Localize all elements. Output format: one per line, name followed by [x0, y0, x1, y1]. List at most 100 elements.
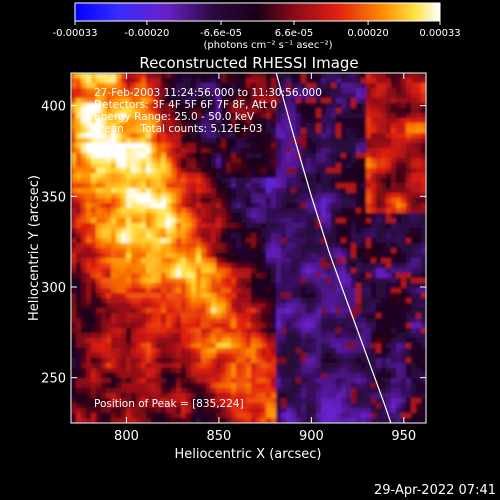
heatmap-cell	[331, 183, 337, 189]
heatmap-cell	[341, 168, 347, 174]
heatmap-cell	[136, 383, 142, 389]
heatmap-cell	[271, 83, 277, 89]
heatmap-cell	[216, 98, 222, 104]
heatmap-cell	[286, 178, 292, 184]
heatmap-cell	[306, 368, 312, 374]
heatmap-cell	[96, 213, 102, 219]
heatmap-cell	[86, 323, 92, 329]
heatmap-cell	[191, 298, 197, 304]
heatmap-cell	[146, 348, 152, 354]
heatmap-cell	[211, 268, 217, 274]
heatmap-cell	[236, 113, 242, 119]
heatmap-cell	[171, 218, 177, 224]
heatmap-cell	[296, 243, 302, 249]
heatmap-cell	[286, 238, 292, 244]
heatmap-cell	[156, 123, 162, 129]
heatmap-cell	[116, 288, 122, 294]
heatmap-cell	[201, 233, 207, 239]
heatmap-cell	[191, 333, 197, 339]
heatmap-cell	[241, 353, 247, 359]
heatmap-cell	[286, 273, 292, 279]
heatmap-cell	[416, 273, 422, 279]
heatmap-cell	[161, 263, 167, 269]
heatmap-cell	[231, 383, 237, 389]
heatmap-cell	[241, 158, 247, 164]
heatmap-cell	[221, 83, 227, 89]
heatmap-cell	[71, 298, 77, 304]
heatmap-cell	[261, 183, 267, 189]
heatmap-cell	[231, 418, 237, 423]
heatmap-cell	[121, 208, 127, 214]
heatmap-cell	[176, 268, 182, 274]
heatmap-cell	[196, 233, 202, 239]
heatmap-cell	[146, 303, 152, 309]
heatmap-cell	[196, 323, 202, 329]
heatmap-cell	[191, 363, 197, 369]
heatmap-cell	[156, 128, 162, 134]
heatmap-cell	[231, 188, 237, 194]
heatmap-cell	[361, 278, 367, 284]
heatmap-cell	[121, 363, 127, 369]
heatmap-cell	[336, 213, 342, 219]
heatmap-cell	[236, 158, 242, 164]
heatmap-cell	[146, 313, 152, 319]
heatmap-cell	[301, 113, 307, 119]
heatmap-cell	[396, 173, 402, 179]
heatmap-cell	[146, 228, 152, 234]
heatmap-cell	[246, 338, 252, 344]
heatmap-cell	[366, 323, 372, 329]
heatmap-cell	[291, 143, 297, 149]
heatmap-cell	[371, 353, 377, 359]
heatmap-cell	[141, 103, 147, 109]
heatmap-cell	[346, 398, 352, 404]
heatmap-cell	[276, 348, 282, 354]
heatmap-cell	[81, 188, 87, 194]
heatmap-cell	[331, 108, 337, 114]
heatmap-cell	[191, 348, 197, 354]
heatmap-cell	[171, 258, 177, 264]
heatmap-cell	[331, 203, 337, 209]
heatmap-cell	[166, 353, 172, 359]
heatmap-cell	[401, 363, 407, 369]
heatmap-cell	[86, 148, 92, 154]
heatmap-cell	[286, 328, 292, 334]
heatmap-cell	[171, 133, 177, 139]
heatmap-cell	[271, 288, 277, 294]
heatmap-cell	[171, 273, 177, 279]
heatmap-cell	[316, 178, 322, 184]
heatmap-cell	[366, 383, 372, 389]
heatmap-cell	[306, 288, 312, 294]
heatmap-cell	[176, 243, 182, 249]
heatmap-cell	[196, 303, 202, 309]
heatmap-cell	[406, 123, 412, 129]
heatmap-cell	[76, 318, 82, 324]
heatmap-cell	[181, 348, 187, 354]
heatmap-cell	[106, 268, 112, 274]
heatmap-cell	[126, 83, 132, 89]
heatmap-cell	[276, 198, 282, 204]
heatmap-cell	[341, 418, 347, 423]
heatmap-cell	[241, 408, 247, 414]
heatmap-cell	[416, 143, 422, 149]
heatmap-cell	[196, 368, 202, 374]
heatmap-cell	[326, 233, 332, 239]
heatmap-cell	[296, 258, 302, 264]
heatmap-cell	[186, 273, 192, 279]
heatmap-cell	[106, 218, 112, 224]
heatmap-cell	[191, 158, 197, 164]
heatmap-cell	[236, 223, 242, 229]
x-axis-ticks: 800 850 900 950	[114, 73, 416, 444]
heatmap-cell	[376, 313, 382, 319]
heatmap-cell	[391, 183, 397, 189]
heatmap-cell	[341, 108, 347, 114]
heatmap-cell	[291, 253, 297, 259]
heatmap-cell	[396, 358, 402, 364]
heatmap-cell	[146, 333, 152, 339]
heatmap-cell	[381, 408, 387, 414]
heatmap-cell	[411, 208, 417, 214]
heatmap-cell	[311, 378, 317, 384]
heatmap-cell	[256, 133, 262, 139]
heatmap-cell	[156, 363, 162, 369]
heatmap-cell	[86, 418, 92, 423]
heatmap-cell	[256, 83, 262, 89]
